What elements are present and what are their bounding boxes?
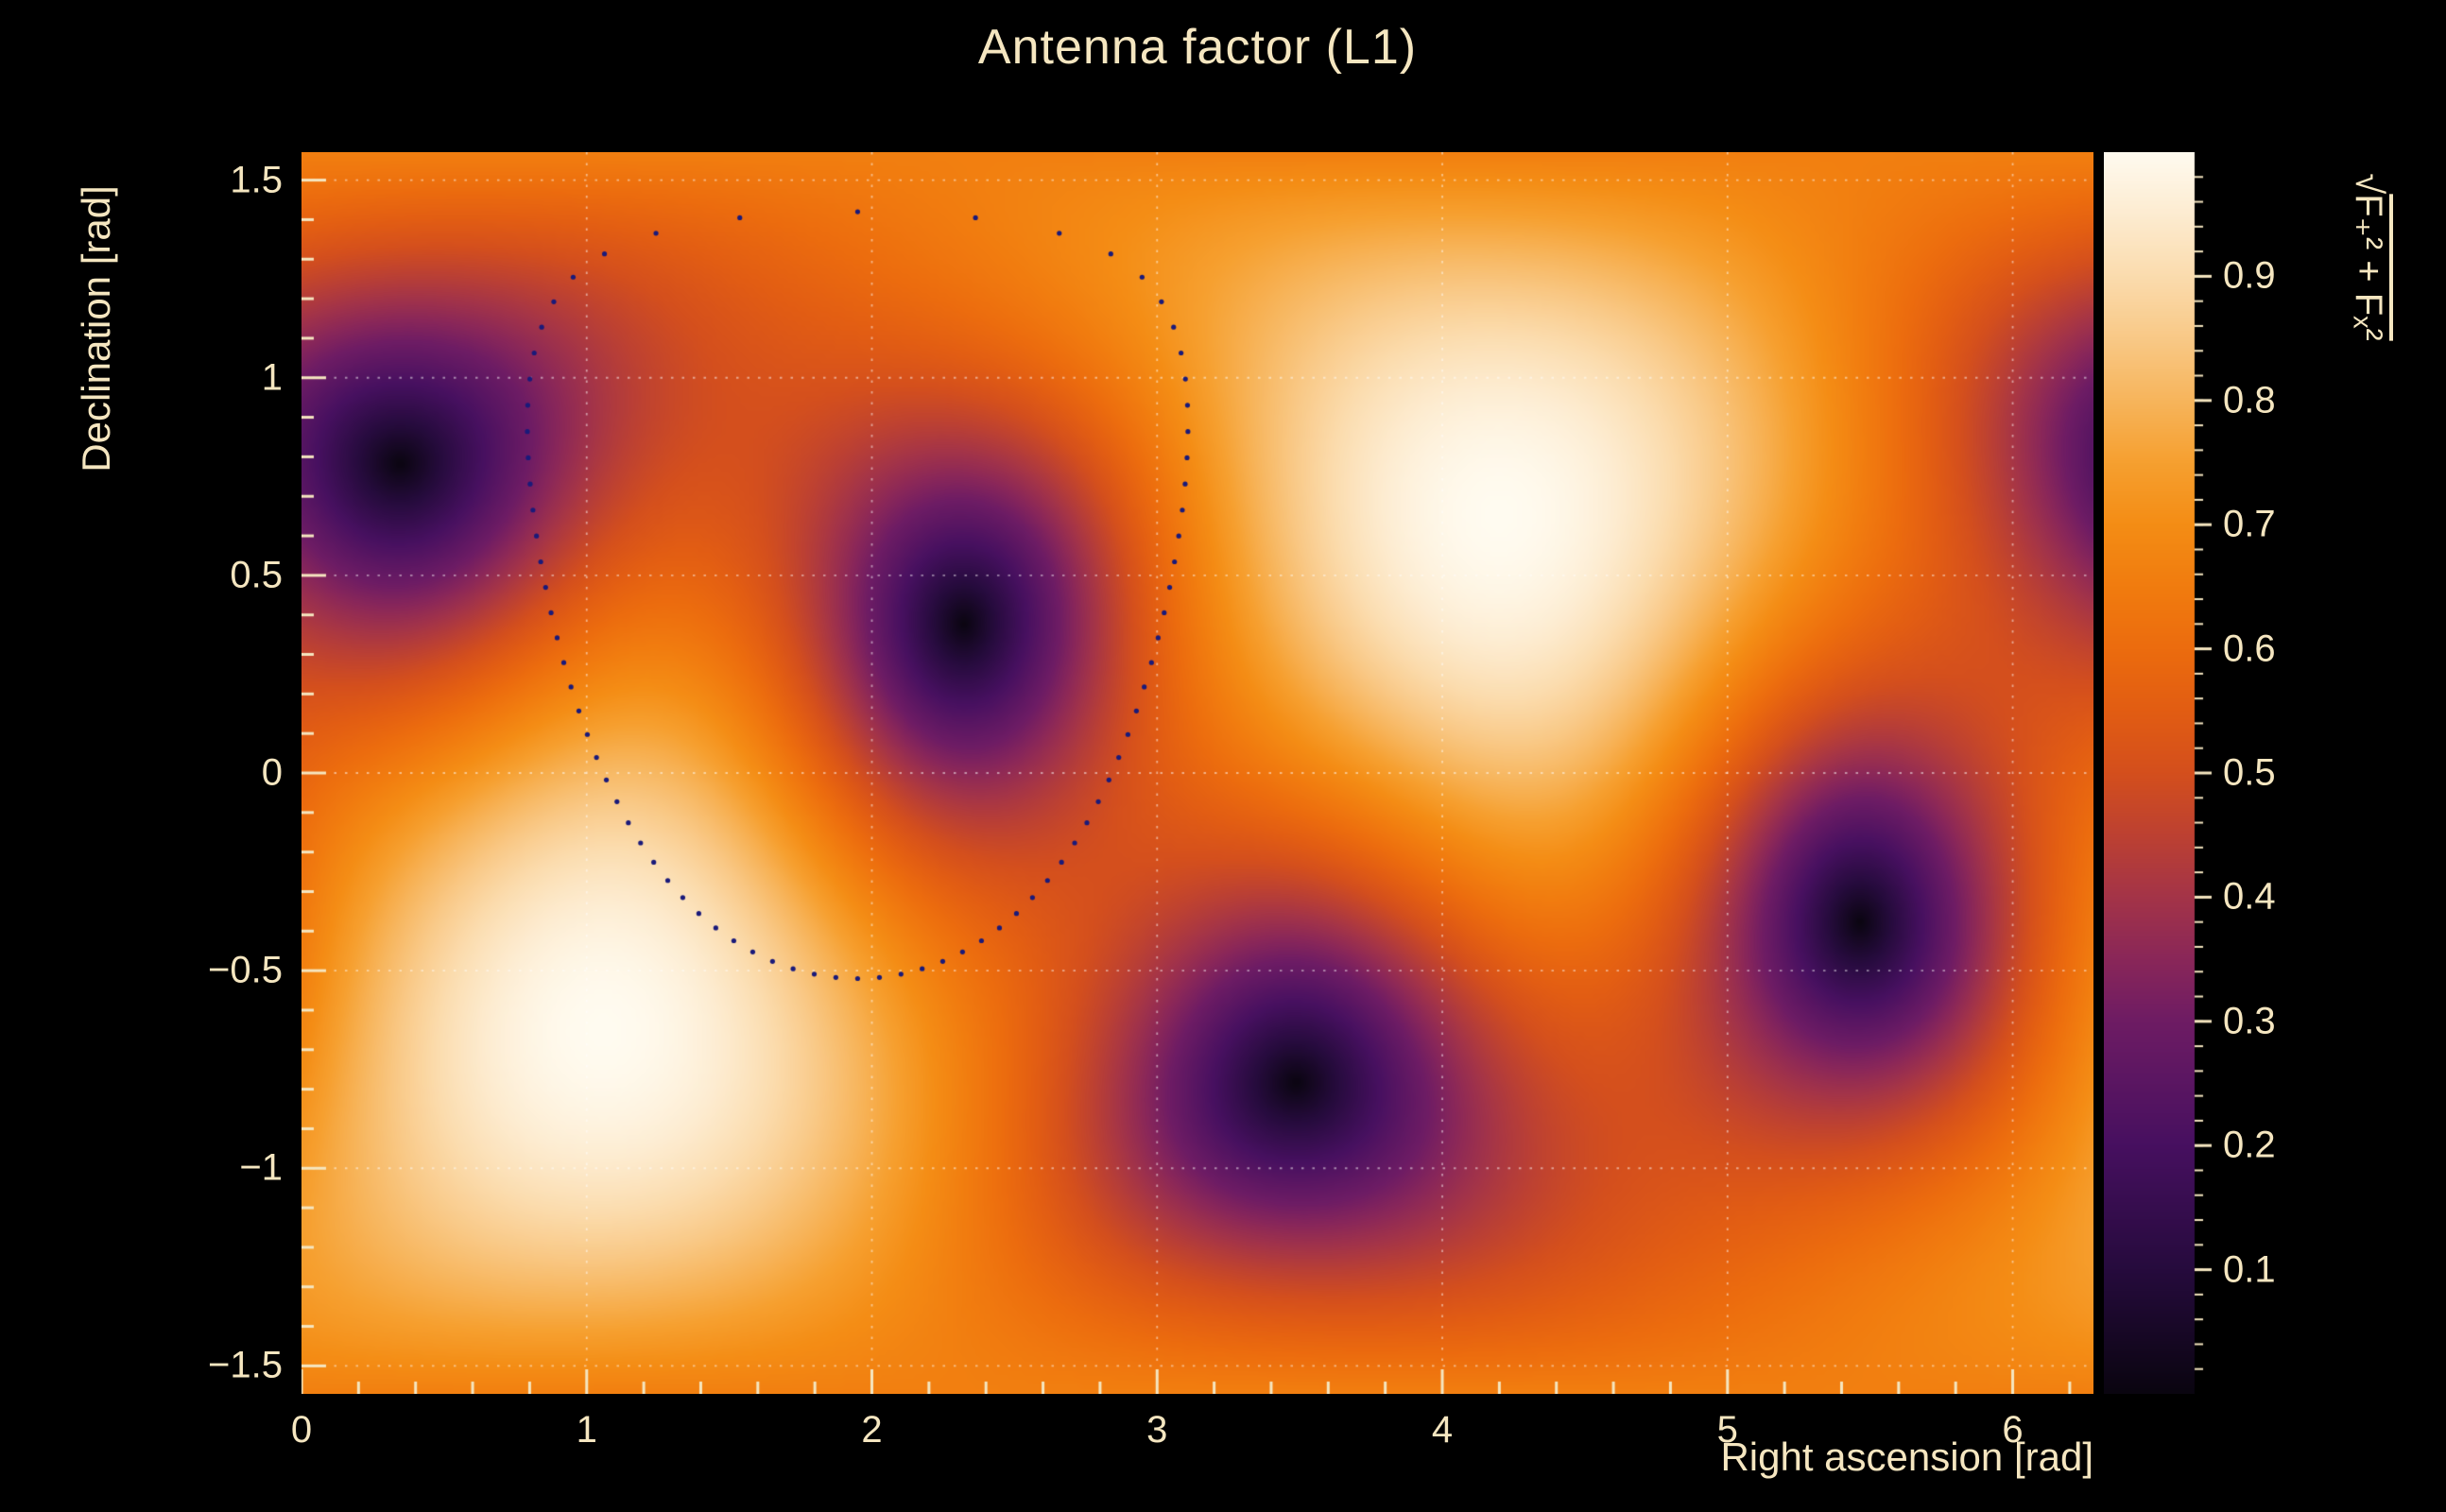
y-tick-label: 0.5 — [230, 554, 283, 596]
colorbar-tick-labels: 0.1 0.2 0.3 0.4 0.5 0.6 0.7 0.8 0.9 — [2223, 152, 2431, 1394]
colorbar-tick-label: 0.9 — [2223, 254, 2276, 297]
colorbar-tick-label: 0.2 — [2223, 1124, 2276, 1166]
x-tick-label: 3 — [1146, 1409, 1168, 1451]
x-tick-label: 2 — [861, 1409, 883, 1451]
colorbar-tick-label: 0.8 — [2223, 379, 2276, 421]
x-tick-label: 4 — [1431, 1409, 1454, 1451]
y-tick-label: −1 — [239, 1146, 283, 1189]
y-tick-label: 1.5 — [230, 159, 283, 201]
x-tick-labels: 0 1 2 3 4 5 6 — [291, 1401, 2093, 1458]
colorbar-tick-label: 0.7 — [2223, 503, 2276, 545]
chart-title: Antenna factor (L1) — [977, 20, 1418, 75]
y-tick-label: −1.5 — [208, 1344, 283, 1386]
y-tick-labels: −1.5 −1 −0.5 0 0.5 1 1.5 — [0, 152, 283, 1394]
y-tick-label: 1 — [261, 356, 283, 399]
x-tick-label: 5 — [1716, 1409, 1738, 1451]
x-tick-label: 0 — [290, 1409, 313, 1451]
colorbar-tick-label: 0.4 — [2223, 875, 2276, 918]
x-tick-label: 1 — [576, 1409, 597, 1451]
colorbar-tick-label: 0.3 — [2223, 1000, 2276, 1042]
colorbar-tick-label: 0.5 — [2223, 751, 2276, 794]
colorbar-tick-label: 0.1 — [2223, 1248, 2276, 1291]
y-tick-label: 0 — [261, 751, 283, 794]
x-axis-title: Right ascension [rad] — [1720, 1435, 2093, 1479]
x-tick-label: 6 — [2002, 1409, 2024, 1451]
colorbar-canvas — [2104, 152, 2215, 1394]
heatmap-canvas — [301, 152, 2093, 1394]
y-tick-label: −0.5 — [208, 949, 283, 991]
colorbar-tick-label: 0.6 — [2223, 627, 2276, 670]
